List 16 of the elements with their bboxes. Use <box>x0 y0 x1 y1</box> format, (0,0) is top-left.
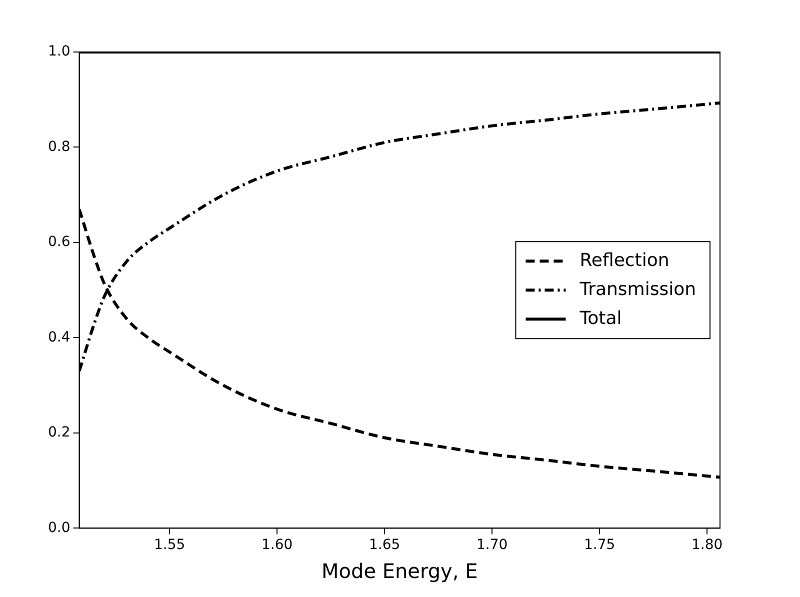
x-tick-label: 1.55 <box>154 537 186 554</box>
x-tick-label: 1.60 <box>261 537 293 554</box>
legend-label: Total <box>578 308 622 329</box>
x-tick-label: 1.70 <box>476 537 508 554</box>
legend-label: Transmission <box>578 278 696 300</box>
x-tick-label: 1.80 <box>692 537 723 554</box>
y-tick-label: 0.0 <box>48 520 70 536</box>
x-tick-label: 1.65 <box>368 537 400 554</box>
y-tick-label: 1.0 <box>48 44 70 60</box>
x-tick-label: 1.75 <box>584 537 616 554</box>
y-tick-label: 0.4 <box>48 329 70 346</box>
y-tick-label: 0.6 <box>48 234 70 250</box>
y-tick-label: 0.2 <box>48 424 70 441</box>
x-axis-title: Mode Energy, E <box>322 559 478 584</box>
y-tick-label: 0.8 <box>48 138 70 155</box>
legend-label: Reflection <box>580 250 670 271</box>
